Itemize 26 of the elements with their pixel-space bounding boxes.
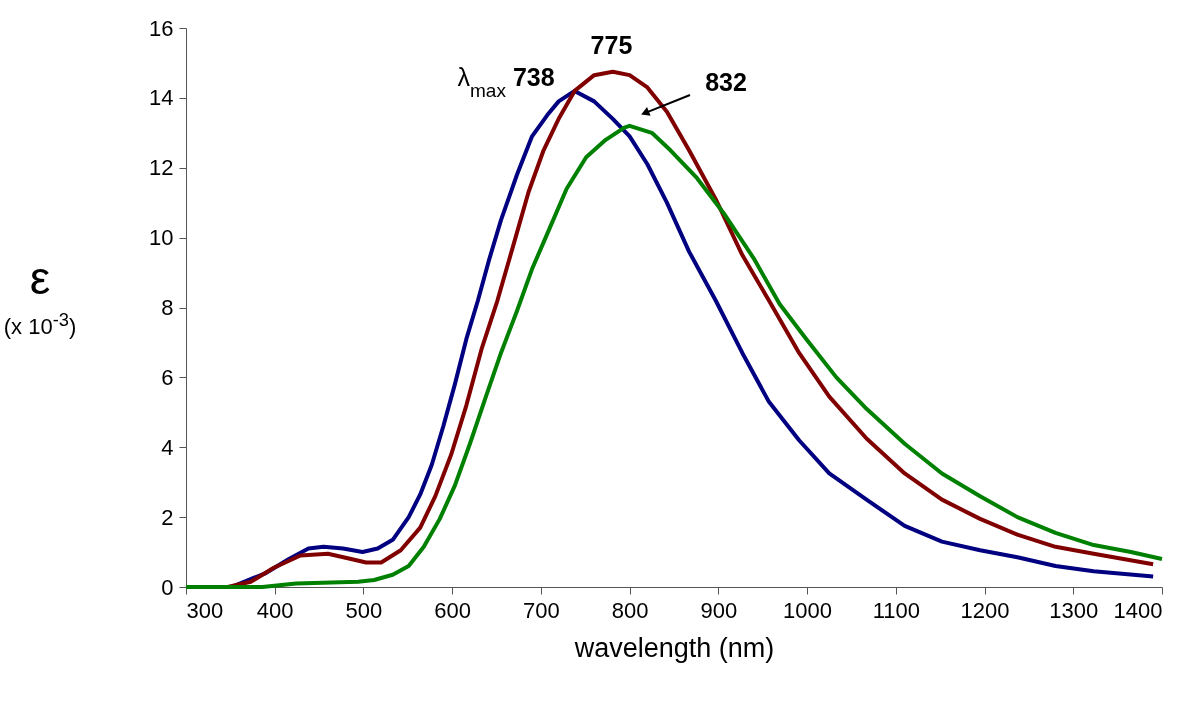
y-tick-label: 6: [161, 364, 174, 390]
x-tick-label: 400: [256, 597, 294, 623]
y-tick-label: 10: [149, 225, 174, 251]
y-tick-label: 8: [161, 295, 174, 320]
y-tick-label: 2: [161, 504, 174, 530]
annotation: 832: [705, 68, 747, 96]
annotation: 775: [590, 30, 633, 59]
x-tick-label: 1200: [960, 597, 1010, 623]
x-tick-label: 700: [523, 597, 560, 623]
x-tick-label: 1400: [1113, 597, 1163, 623]
y-axis-title: ε (x 10$^{-3}$): [2, 251, 78, 342]
y-tick-label: 14: [149, 85, 174, 111]
x-tick-label: 800: [611, 597, 649, 623]
x-tick-label: 1100: [872, 597, 920, 623]
annotation: λ$_{max}$ 738: [457, 62, 555, 101]
x-tick-label: 900: [700, 597, 738, 623]
y-tick-label: 16: [149, 15, 174, 41]
y-tick-label: 4: [161, 434, 174, 460]
x-axis-title: wavelength (nm): [573, 632, 775, 663]
x-tick-label: 1300: [1049, 597, 1099, 623]
x-tick-label: 300: [186, 597, 224, 623]
x-tick-label: 500: [345, 597, 383, 623]
x-tick-label: 1000: [783, 597, 833, 623]
x-tick-label: 600: [434, 597, 472, 623]
y-tick-label: 0: [161, 574, 174, 600]
y-tick-label: 12: [149, 155, 174, 181]
